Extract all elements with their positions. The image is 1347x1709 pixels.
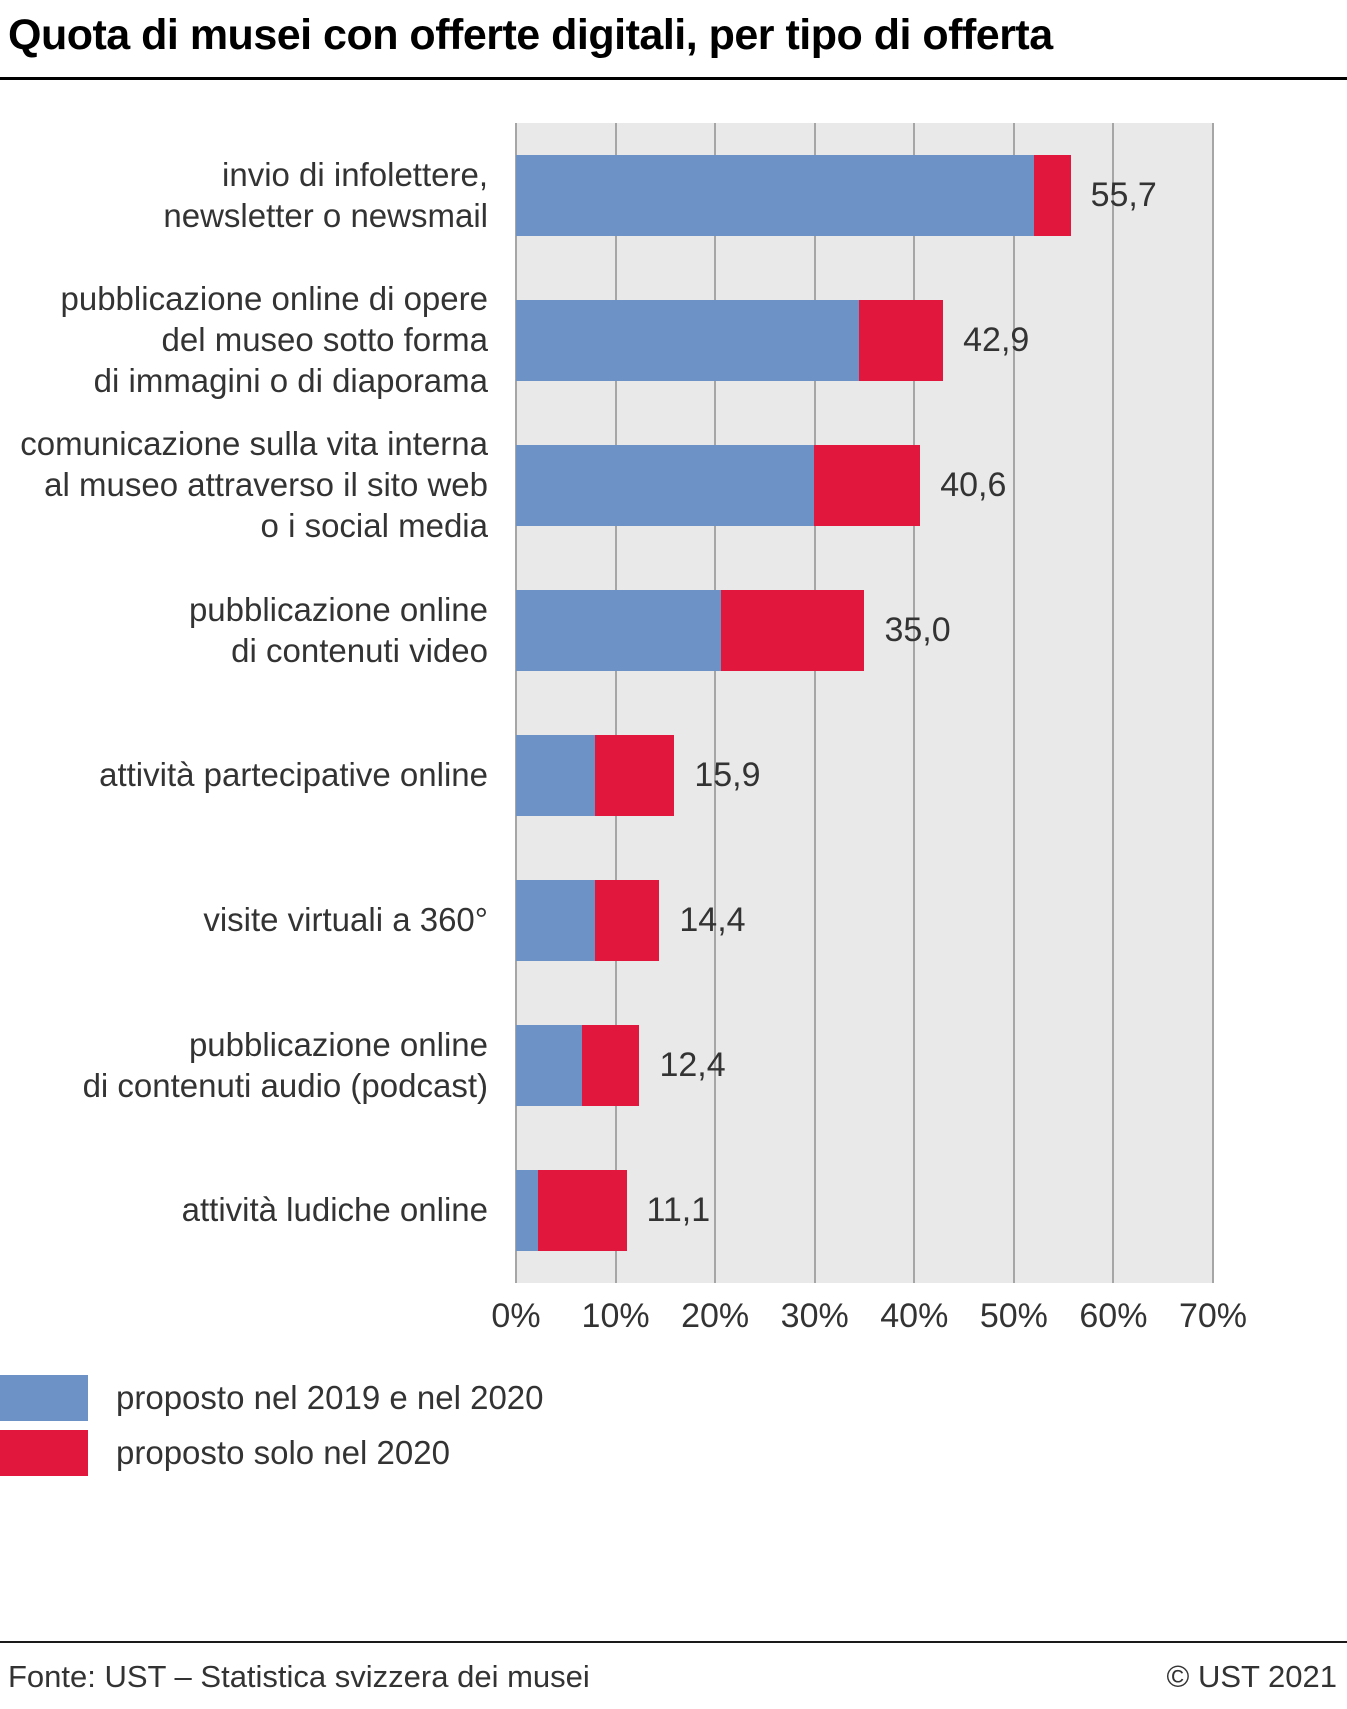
legend-label: proposto solo nel 2020 <box>116 1434 450 1472</box>
gridline <box>714 123 717 1284</box>
stacked-bar: 12,4 <box>516 1025 1213 1107</box>
gridline <box>813 123 816 1284</box>
copyright-text: © UST 2021 <box>1166 1659 1337 1694</box>
segment-proposto-solo-2020 <box>1033 155 1071 237</box>
category-label: visite virtuali a 360° <box>203 901 488 939</box>
x-tick-label: 0% <box>491 1297 541 1336</box>
plot-stack: 55,7 42,9 40,6 35,0 15,9 14,4 12,4 11,1 0% 10% 20… <box>491 123 1247 1341</box>
title-divider <box>0 77 1347 81</box>
footer-divider <box>0 1641 1347 1643</box>
bar-row: 35,0 <box>516 558 1213 703</box>
gridline <box>515 123 517 1284</box>
value-label: 12,4 <box>659 1046 726 1085</box>
footer: Fonte: UST – Statistica svizzera dei mus… <box>0 1641 1347 1709</box>
value-label: 42,9 <box>963 321 1030 360</box>
bar-rows: 55,7 42,9 40,6 35,0 15,9 14,4 12,4 11,1 <box>516 123 1213 1283</box>
value-label: 35,0 <box>884 611 951 650</box>
legend: proposto nel 2019 e nel 2020 proposto so… <box>0 1375 1347 1477</box>
category-label: pubblicazione online di contenuti audio (… <box>82 1025 488 1104</box>
stacked-bar: 15,9 <box>516 735 1213 817</box>
footer-row: Fonte: UST – Statistica svizzera dei mus… <box>0 1643 1347 1709</box>
page-title: Quota di musei con offerte digitali, per… <box>8 11 1053 59</box>
segment-proposto-solo-2020 <box>594 880 660 962</box>
gridline <box>1012 123 1015 1284</box>
x-tick-label: 30% <box>780 1297 849 1336</box>
segment-proposto-solo-2020 <box>858 300 944 382</box>
value-label: 55,7 <box>1090 176 1157 215</box>
x-tick-label: 60% <box>1079 1297 1148 1336</box>
value-label: 14,4 <box>679 901 746 940</box>
chart: invio di infolettere, newsletter o newsma… <box>0 123 1347 1341</box>
segment-proposto-2019-2020 <box>516 1170 538 1252</box>
segment-proposto-solo-2020 <box>813 445 921 527</box>
bar-row: 11,1 <box>516 1138 1213 1283</box>
bar-row: 15,9 <box>516 703 1213 848</box>
bar-row: 42,9 <box>516 268 1213 413</box>
category-labels: invio di infolettere, newsletter o newsma… <box>0 123 516 1341</box>
legend-swatch-red <box>0 1430 88 1477</box>
stacked-bar: 14,4 <box>516 880 1213 962</box>
header: Quota di musei con offerte digitali, per… <box>0 0 1347 81</box>
x-tick-label: 10% <box>581 1297 650 1336</box>
category-label: attività partecipative online <box>99 756 488 794</box>
category-label: invio di infolettere, newsletter o newsma… <box>163 155 488 234</box>
bar-row: 14,4 <box>516 848 1213 993</box>
segment-proposto-solo-2020 <box>721 590 865 672</box>
value-label: 11,1 <box>646 1191 711 1230</box>
category-label: pubblicazione online di contenuti video <box>188 590 488 669</box>
gridline <box>1212 123 1214 1284</box>
x-tick-label: 50% <box>979 1297 1048 1336</box>
legend-label: proposto nel 2019 e nel 2020 <box>116 1379 544 1417</box>
stacked-bar: 42,9 <box>516 300 1213 382</box>
segment-proposto-2019-2020 <box>516 880 595 962</box>
x-tick-label: 70% <box>1178 1297 1248 1336</box>
bar-row: 12,4 <box>516 993 1213 1138</box>
legend-swatch-blue <box>0 1375 88 1422</box>
category-label: attività ludiche online <box>181 1191 488 1229</box>
x-tick-label: 40% <box>880 1297 949 1336</box>
segment-proposto-2019-2020 <box>516 590 722 672</box>
segment-proposto-2019-2020 <box>516 155 1034 237</box>
bar-row: 55,7 <box>516 123 1213 268</box>
x-axis: 0% 10% 20% 30% 40% 50% 60% 70% <box>491 1291 1247 1341</box>
segment-proposto-2019-2020 <box>516 1025 582 1107</box>
value-label: 15,9 <box>694 756 761 795</box>
x-tick-label: 20% <box>681 1297 750 1336</box>
stacked-bar: 35,0 <box>516 590 1213 672</box>
gridline <box>614 123 617 1284</box>
segment-proposto-solo-2020 <box>594 735 675 817</box>
value-label: 40,6 <box>940 466 1007 505</box>
category-label: comunicazione sulla vita interna al museo… <box>20 425 488 545</box>
plot-area: 55,7 42,9 40,6 35,0 15,9 14,4 12,4 11,1 <box>515 123 1214 1284</box>
source-text: Fonte: UST – Statistica svizzera dei mus… <box>8 1659 590 1694</box>
legend-item-proposto-2019-2020: proposto nel 2019 e nel 2020 <box>0 1375 1347 1422</box>
segment-proposto-2019-2020 <box>516 445 814 527</box>
stacked-bar: 55,7 <box>516 155 1213 237</box>
segment-proposto-2019-2020 <box>516 300 859 382</box>
bar-row: 40,6 <box>516 413 1213 558</box>
segment-proposto-solo-2020 <box>537 1170 627 1252</box>
segment-proposto-2019-2020 <box>516 735 595 817</box>
segment-proposto-solo-2020 <box>581 1025 640 1107</box>
gridlines <box>515 123 1214 1284</box>
stacked-bar: 40,6 <box>516 445 1213 527</box>
stacked-bar: 11,1 <box>516 1170 1213 1252</box>
category-label: pubblicazione online di opere del museo s… <box>60 280 489 400</box>
gridline <box>913 123 916 1284</box>
gridline <box>1112 123 1115 1284</box>
legend-item-proposto-solo-2020: proposto solo nel 2020 <box>0 1430 1347 1477</box>
